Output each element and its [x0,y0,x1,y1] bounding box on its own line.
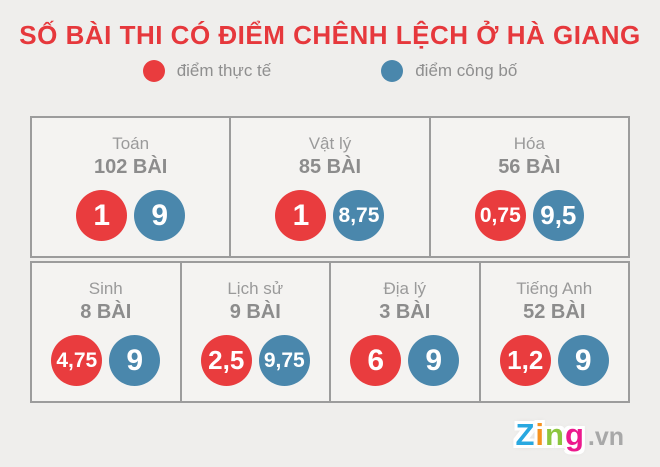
actual-score-circle: 2,5 [200,335,252,386]
red-dot-icon [142,60,165,82]
published-score-circle: 9 [109,335,161,386]
blue-dot-icon [381,60,404,82]
paper-count: 9 BÀI [229,301,281,323]
actual-score-circle: 6 [350,335,402,386]
subject-row-bottom: Sinh 8 BÀI 4,75 9 Lịch sử 9 BÀI 2,5 9,75… [30,261,630,403]
subject-card-toan: Toán 102 BÀI 1 9 [32,118,229,256]
subject-name: Hóa [513,134,545,153]
subject-name: Địa lý [383,279,426,298]
subject-row-top: Toán 102 BÀI 1 9 Vật lý 85 BÀI 1 8,75 Hó… [30,116,630,258]
actual-score-circle: 1,2 [499,335,551,386]
score-circles: 0,75 9,5 [474,190,584,241]
subject-name: Toán [112,134,150,153]
score-circles: 1 9 [76,190,186,241]
score-circles: 1,2 9 [499,335,609,386]
logo-letter-z: Z [515,417,536,452]
paper-count: 56 BÀI [498,156,561,178]
subject-name: Tiếng Anh [516,279,593,298]
logo-letter-g: g [564,417,585,452]
published-score-circle: 9 [134,190,186,241]
subject-card-dia-ly: Địa lý 3 BÀI 6 9 [329,263,479,401]
actual-score-circle: 1 [275,190,327,241]
paper-count: 52 BÀI [523,301,586,323]
published-score-circle: 8,75 [333,190,385,241]
paper-count: 8 BÀI [80,301,132,323]
legend-item-published: điểm công bố [381,60,517,82]
actual-score-circle: 1 [76,190,128,241]
legend-item-actual: điểm thực tế [142,60,272,82]
legend-label-actual: điểm thực tế [176,61,272,80]
actual-score-circle: 0,75 [474,190,526,241]
legend-label-published: điểm công bố [415,61,518,80]
published-score-circle: 9,5 [532,190,584,241]
actual-score-circle: 4,75 [51,335,103,386]
subject-card-tieng-anh: Tiếng Anh 52 BÀI 1,2 9 [478,263,629,401]
paper-count: 102 BÀI [93,156,168,178]
published-score-circle: 9 [557,335,609,386]
paper-count: 85 BÀI [298,156,362,178]
subject-name: Lịch sử [227,279,284,298]
score-circles: 4,75 9 [51,335,161,386]
logo-letter-i: i [535,417,545,452]
subject-card-vat-ly: Vật lý 85 BÀI 1 8,75 [229,118,428,256]
zing-vn-logo: Zing .vn [515,417,624,453]
subject-card-hoa: Hóa 56 BÀI 0,75 9,5 [428,118,628,256]
logo-suffix: .vn [587,423,624,451]
subject-name: Sinh [88,279,123,298]
zing-logo-word: Zing [515,417,584,453]
page-title: SỐ BÀI THI CÓ ĐIỂM CHÊNH LỆCH Ở HÀ GIANG [19,20,641,50]
published-score-circle: 9,75 [258,335,310,386]
paper-count: 3 BÀI [379,301,431,323]
score-circles: 1 8,75 [275,190,385,241]
subject-card-sinh: Sinh 8 BÀI 4,75 9 [32,263,180,401]
score-circles: 6 9 [350,335,460,386]
published-score-circle: 9 [408,335,460,386]
score-circles: 2,5 9,75 [200,335,310,386]
subject-grid: Toán 102 BÀI 1 9 Vật lý 85 BÀI 1 8,75 Hó… [30,116,630,403]
legend: điểm thực tế điểm công bố [0,60,660,82]
subject-name: Vật lý [308,134,352,153]
subject-card-lich-su: Lịch sử 9 BÀI 2,5 9,75 [179,263,330,401]
logo-letter-n: n [545,417,565,452]
